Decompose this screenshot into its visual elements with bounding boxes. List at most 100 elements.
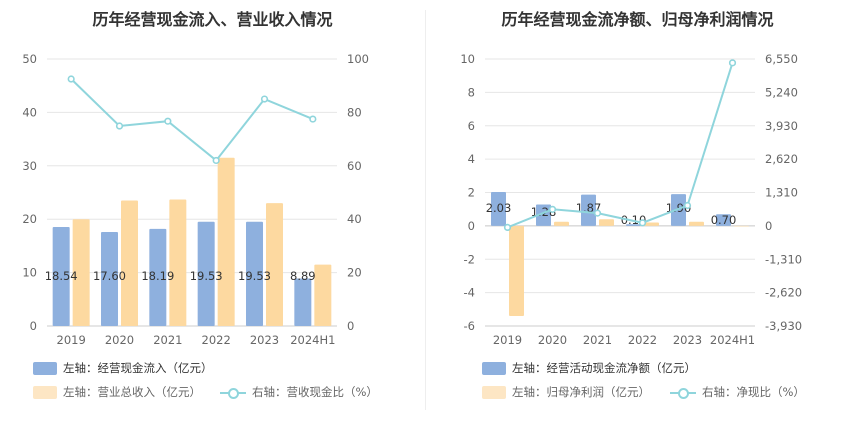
- x-tick-label: 2020: [538, 333, 567, 347]
- y-left-tick-label: 0: [30, 319, 37, 333]
- y-left-tick-label: 10: [22, 266, 37, 280]
- line-point: [260, 95, 269, 103]
- y-left-tick-label: 30: [22, 159, 37, 173]
- y-left-tick-label: -2: [464, 252, 475, 266]
- bar-secondary: [121, 200, 138, 326]
- legend-label: 左轴：营业总收入（亿元）: [63, 385, 201, 399]
- x-tick-label: 2022: [628, 333, 657, 347]
- line-point: [683, 201, 692, 210]
- bar-secondary: [599, 219, 614, 226]
- chart-title: 历年经营现金流净额、归母净利润情况: [501, 10, 774, 29]
- series-line: [70, 78, 314, 162]
- data-label: 19.53: [190, 269, 223, 283]
- line-point: [164, 117, 172, 125]
- y-left-tick-label: 4: [468, 152, 475, 166]
- bar-secondary: [509, 225, 524, 316]
- bar-primary: [294, 278, 312, 326]
- line-point: [638, 219, 647, 227]
- bar-primary: [149, 228, 167, 326]
- legend-item[interactable]: 左轴：经营现金流入（亿元）: [33, 360, 213, 376]
- line-point: [728, 59, 737, 67]
- legend-line-icon: [220, 386, 246, 399]
- bar-secondary: [169, 199, 187, 326]
- legend-swatch: [482, 385, 506, 399]
- bar-secondary: [217, 157, 235, 326]
- bar-secondary: [314, 264, 332, 326]
- line-point: [309, 115, 317, 123]
- bar-secondary: [266, 203, 283, 326]
- x-tick-label: 2019: [57, 333, 86, 347]
- legend-item[interactable]: 右轴：营收现金比（%）: [220, 384, 378, 400]
- bar-secondary: [689, 221, 704, 226]
- chart-right: -6 -4 -2 0 2 4 6 8 10 -3,930 -2,620 -1,310 0 1,310 2,6…: [460, 52, 802, 347]
- y-left-tick-label: -6: [464, 319, 475, 333]
- data-label: 8.89: [290, 269, 316, 283]
- chart-panel-left: 历年经营现金流入、营业收入情况 0 10 20 30 40 50 0 20 40 60 80 100 2…: [22, 10, 378, 400]
- line-point: [67, 75, 75, 83]
- y-left-tick-label: 2: [468, 186, 475, 200]
- y-right-tick-label: 6,550: [765, 52, 798, 66]
- legend-item[interactable]: 左轴：营业总收入（亿元）: [33, 384, 201, 400]
- bar-secondary: [644, 222, 659, 226]
- bar-primary: [536, 204, 551, 226]
- y-left-tick-label: 8: [468, 85, 475, 99]
- y-right-tick-label: 80: [347, 105, 362, 119]
- data-label: 2.03: [486, 201, 512, 215]
- line-point: [503, 223, 512, 232]
- bar-primary: [716, 214, 731, 226]
- y-right-tick-label: 40: [347, 212, 362, 226]
- bar-secondary: [72, 219, 90, 326]
- series-line: [507, 62, 734, 229]
- x-tick-label: 2024H1: [290, 333, 335, 347]
- data-label: 18.19: [141, 269, 174, 283]
- y-left-tick-label: 40: [22, 105, 37, 119]
- y-right-tick-label: 60: [347, 159, 362, 173]
- y-right-tick-label: -3,930: [765, 319, 802, 333]
- y-right-tick-label: -1,310: [765, 252, 802, 266]
- y-right-tick-label: 3,930: [765, 119, 798, 133]
- y-left-tick-label: 6: [468, 119, 475, 133]
- chart-title: 历年经营现金流入、营业收入情况: [92, 10, 333, 29]
- x-tick-label: 2019: [493, 333, 522, 347]
- line-point: [593, 209, 602, 217]
- chart-panel-right: 历年经营现金流净额、归母净利润情况 -6 -4 -2 0 2 4 6 8 10 -3,930 -2,…: [425, 0, 850, 437]
- y-left-tick-label: 50: [22, 52, 37, 66]
- bar-primary: [581, 194, 596, 226]
- bar-primary: [626, 224, 641, 226]
- bar-primary: [491, 191, 506, 226]
- bar-primary: [52, 226, 70, 326]
- x-tick-label: 2021: [153, 333, 182, 347]
- legend-swatch: [33, 385, 57, 399]
- bar-primary: [246, 221, 263, 326]
- line-point: [115, 122, 124, 130]
- legend-label: 左轴：经营现金流入（亿元）: [63, 361, 213, 375]
- legend-item[interactable]: 左轴：归母净利润（亿元）: [482, 384, 650, 400]
- x-tick-label: 2021: [583, 333, 612, 347]
- legend-label: 左轴：经营活动现金流净额（亿元）: [512, 361, 696, 375]
- legend-swatch: [33, 361, 57, 375]
- y-right-tick-label: 100: [347, 52, 369, 66]
- legend-label: 右轴：净现比（%）: [702, 385, 805, 399]
- bar-primary: [101, 232, 118, 326]
- y-right-tick-label: 2,620: [765, 152, 798, 166]
- x-tick-label: 2023: [250, 333, 279, 347]
- x-tick-label: 2022: [202, 333, 231, 347]
- bar-secondary: [554, 221, 569, 226]
- y-right-tick-label: 0: [347, 319, 354, 333]
- data-label: 19.53: [238, 269, 271, 283]
- legend-item[interactable]: 左轴：经营活动现金流净额（亿元）: [482, 360, 696, 376]
- chart-left: 0 10 20 30 40 50 0 20 40 60 80 100 2019 2020 2021 2022 2…: [22, 52, 369, 347]
- bar-secondary: [734, 225, 749, 227]
- y-right-tick-label: 20: [347, 266, 362, 280]
- x-tick-label: 2024H1: [710, 333, 755, 347]
- legend-label: 右轴：营收现金比（%）: [252, 385, 378, 399]
- line-point: [212, 156, 220, 165]
- legend-swatch: [482, 361, 506, 375]
- y-right-tick-label: 1,310: [765, 186, 798, 200]
- y-right-tick-label: -2,620: [765, 286, 802, 300]
- legend-label: 左轴：归母净利润（亿元）: [512, 385, 650, 399]
- y-right-tick-label: 0: [765, 219, 772, 233]
- x-tick-label: 2020: [105, 333, 134, 347]
- legend-item[interactable]: 右轴：净现比（%）: [670, 384, 805, 400]
- line-point: [548, 205, 557, 213]
